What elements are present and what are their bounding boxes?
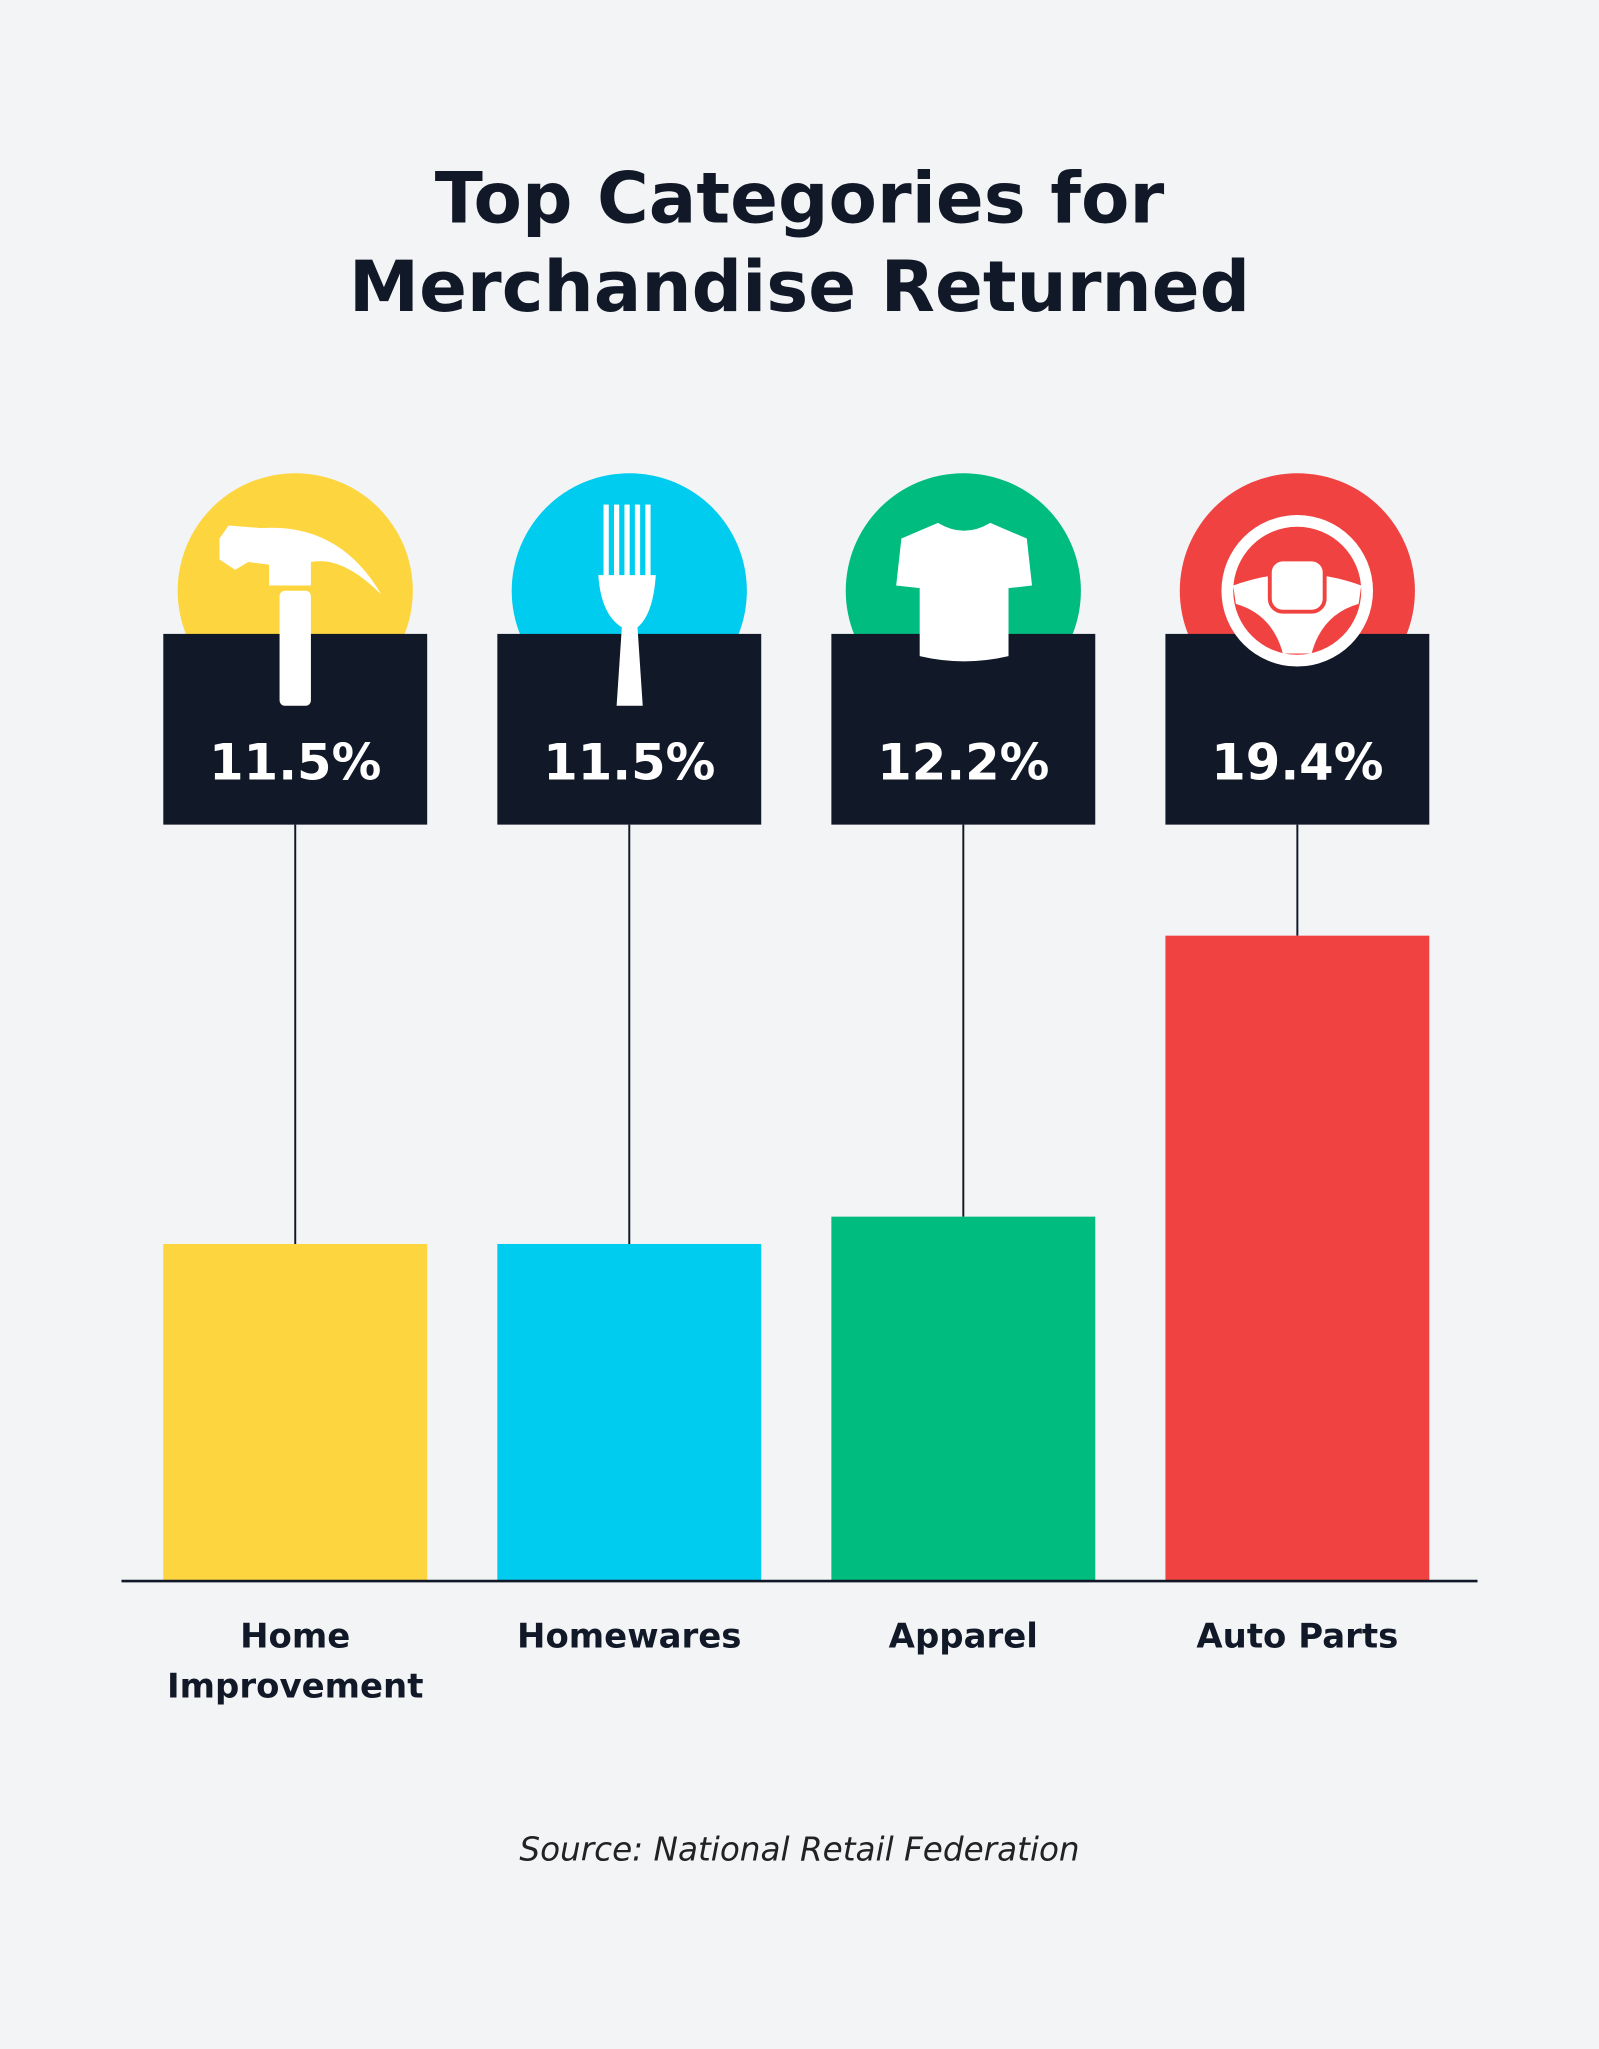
icons <box>219 504 1373 706</box>
category-label: Home Improvement <box>167 1617 424 1707</box>
category-label: Auto Parts <box>1196 1617 1399 1657</box>
source: Source: National Retail Federation <box>519 1830 1079 1868</box>
category-label: Apparel <box>888 1617 1038 1657</box>
category-box: Auto Parts <box>1196 1617 1399 1657</box>
value-label: 11.5% <box>209 733 381 791</box>
bar <box>163 1243 428 1582</box>
value-label: 12.2% <box>877 733 1049 791</box>
marks: 11.5% Home Improvement 11.5% Homewares 12.2%… <box>163 473 1430 1707</box>
category-box: Apparel <box>888 1617 1038 1657</box>
chart-title: Top Categories for Merchandise Returned <box>348 157 1251 329</box>
bar <box>831 1216 1096 1582</box>
shirt-icon <box>896 522 1033 662</box>
bar <box>497 1243 762 1582</box>
label-box <box>831 633 1096 825</box>
category-box: Home Improvement <box>167 1617 424 1707</box>
hammer-icon <box>219 525 382 706</box>
bar <box>1165 935 1430 1582</box>
category-label: Homewares <box>517 1617 742 1657</box>
wheel-icon <box>1221 515 1373 667</box>
value-label: 11.5% <box>543 733 715 791</box>
value-label: 19.4% <box>1211 733 1383 791</box>
category-box: Homewares <box>517 1617 742 1657</box>
fork-icon <box>598 504 656 706</box>
title-box: Top Categories for Merchandise Returned <box>348 157 1251 329</box>
